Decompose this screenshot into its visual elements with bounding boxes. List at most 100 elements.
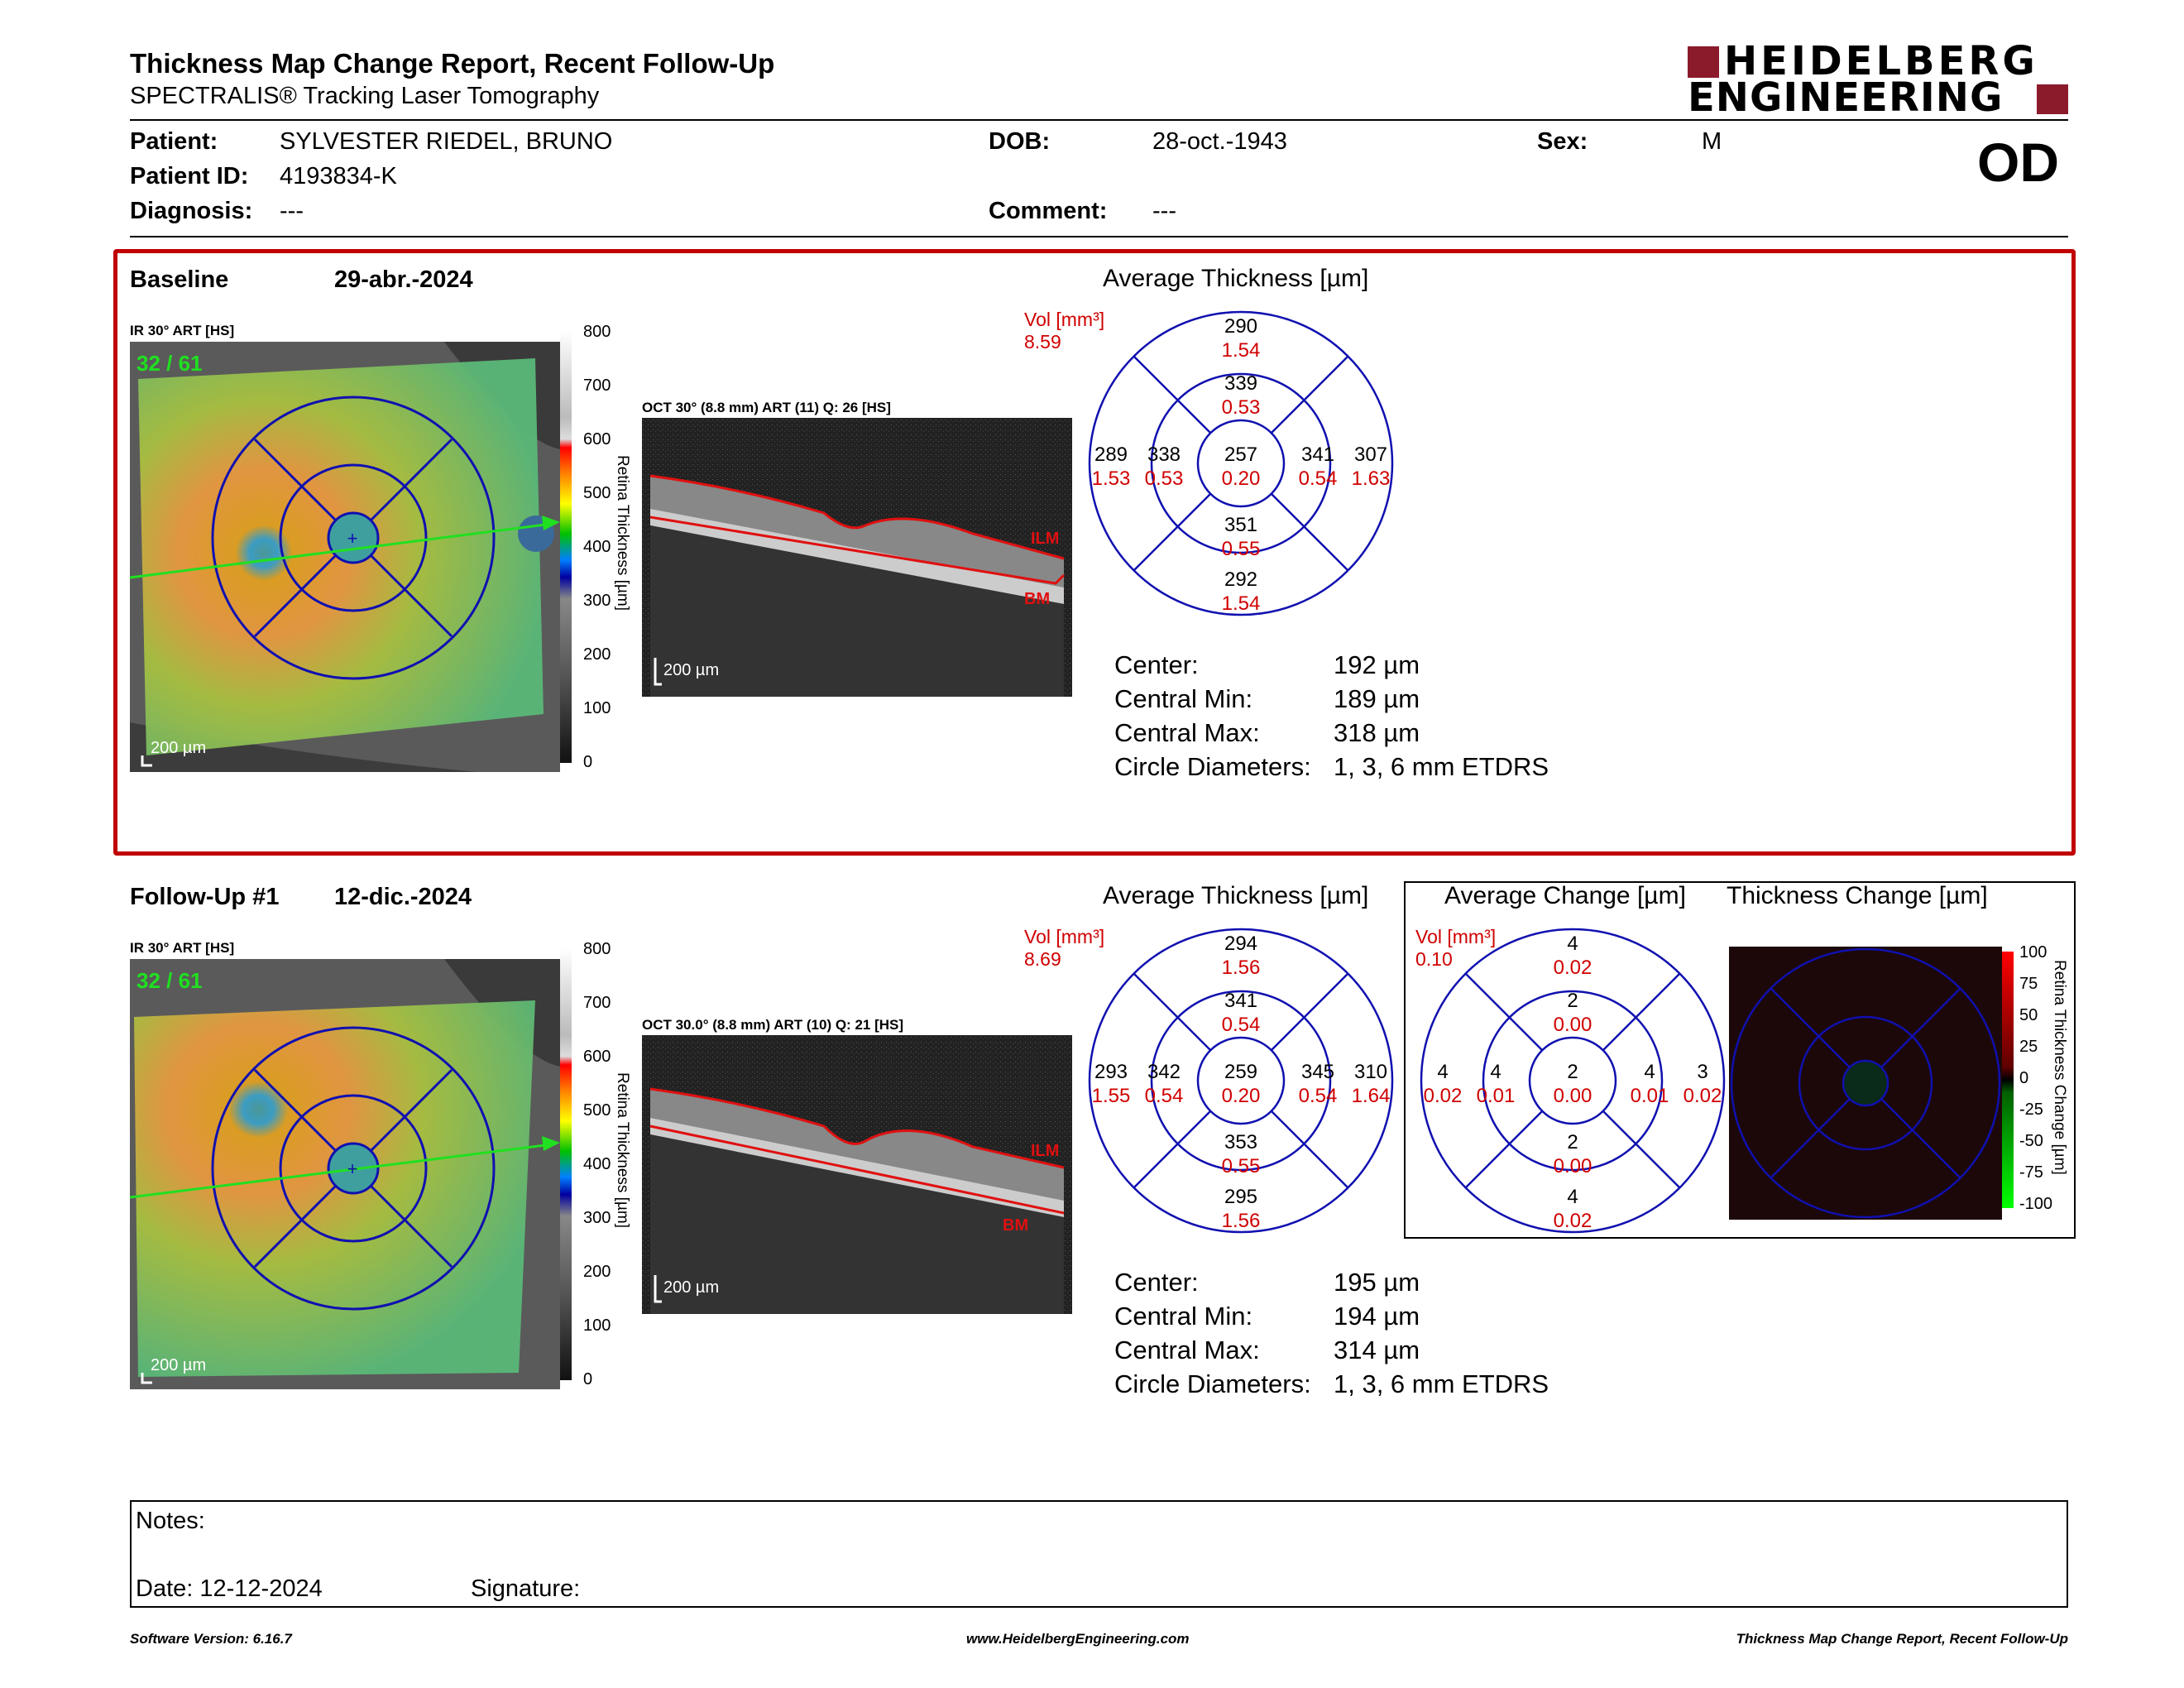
etdrs-volume-value: 0.54 <box>1221 1014 1261 1036</box>
etdrs-thickness-value: 2 <box>1567 1061 1578 1083</box>
eye-label: OD <box>1977 132 2059 193</box>
notes-box <box>130 1500 2068 1608</box>
ilm-label: ILM <box>1031 1142 1059 1160</box>
map-scale-label: 200 µm <box>151 739 206 757</box>
patient-rule <box>130 236 2068 237</box>
svg-text:+: + <box>347 528 358 549</box>
etdrs-cell-center: 2 0.00 <box>1540 1060 1606 1108</box>
etdrs-thickness-value: 341 <box>1224 990 1258 1012</box>
comment-value: --- <box>1152 198 1176 224</box>
etdrs-volume-value: 1.55 <box>1091 1085 1131 1107</box>
baseline-ir-label: IR 30° ART [HS] <box>130 323 235 338</box>
colorbar-tick: 700 <box>583 376 611 395</box>
vol-total: 8.69 <box>1024 948 1061 970</box>
colorbar-tick: 800 <box>583 940 611 958</box>
signature-label: Signature: <box>471 1575 581 1602</box>
logo-square-icon <box>1688 46 1719 78</box>
etdrs-thickness-value: 4 <box>1567 1186 1578 1208</box>
stat-center-value: 192 µm <box>1334 650 1420 679</box>
etdrs-cell-inner-nas: 341 0.54 <box>1285 443 1351 491</box>
avg-change-title: Average Change [µm] <box>1444 882 1686 909</box>
etdrs-cell-outer-sup: 294 1.56 <box>1208 932 1274 980</box>
colorbar-tick: 100 <box>583 699 611 717</box>
followup-colorbar: 800 700 600 500 400 300 200 100 0 Retina… <box>560 940 643 1388</box>
colorbar-tick: 700 <box>583 994 611 1012</box>
colorbar-tick: 600 <box>583 1048 611 1066</box>
etdrs-cell-outer-inf: 295 1.56 <box>1208 1185 1274 1233</box>
etdrs-volume-value: 1.53 <box>1091 468 1131 490</box>
footer-website[interactable]: www.HeidelbergEngineering.com <box>966 1631 1190 1647</box>
ilm-label: ILM <box>1031 530 1059 548</box>
etdrs-cell-outer-inf: 292 1.54 <box>1208 568 1274 616</box>
stat-center-label: Center: <box>1114 1268 1199 1297</box>
followup-stats: Center: Central Min: Central Max: Circle… <box>1114 1265 1311 1401</box>
etdrs-cell-inner-sup: 341 0.54 <box>1208 989 1274 1037</box>
patient-id-label: Patient ID: <box>130 163 249 189</box>
thickness-change-title: Thickness Change [µm] <box>1727 882 1988 909</box>
etdrs-thickness-value: 4 <box>1437 1061 1449 1083</box>
etdrs-cell-outer-nas: 310 1.64 <box>1338 1060 1404 1108</box>
colorbar-tick: 0 <box>2019 1069 2029 1087</box>
logo-line2: ENGINEERING <box>1688 74 2004 121</box>
etdrs-volume-value: 1.54 <box>1221 592 1261 615</box>
notes-date: Date: 12-12-2024 <box>136 1575 323 1602</box>
colorbar-label: Retina Thickness Change [µm] <box>2051 960 2068 1175</box>
baseline-oct-bscan: ILM BM 200 µm <box>642 418 1072 697</box>
notes-label: Notes: <box>136 1508 205 1534</box>
followup-oct-label: OCT 30.0° (8.8 mm) ART (10) Q: 21 [HS] <box>642 1017 904 1033</box>
colorbar-tick: 0 <box>583 753 593 771</box>
etdrs-thickness-value: 310 <box>1353 1061 1388 1083</box>
stat-diam-value: 1, 3, 6 mm ETDRS <box>1334 752 1549 781</box>
etdrs-thickness-value: 339 <box>1224 372 1258 395</box>
etdrs-volume-value: 0.54 <box>1144 1085 1184 1107</box>
baseline-etdrs-grid: Vol [mm³] 8.59 290 1.54 339 0.53 289 1.53 338 0… <box>1024 306 1398 621</box>
diagnosis-value: --- <box>280 198 304 224</box>
etdrs-thickness-value: 290 <box>1224 315 1258 338</box>
sex-value: M <box>1702 128 1722 155</box>
etdrs-cell-inner-inf: 2 0.00 <box>1540 1130 1606 1178</box>
etdrs-thickness-value: 295 <box>1224 1186 1258 1208</box>
followup-etdrs-grid: Vol [mm³] 8.69 294 1.56 341 0.54 293 1.55 342 0… <box>1024 923 1398 1238</box>
colorbar-tick: 200 <box>583 1263 611 1281</box>
etdrs-volume-value: 0.02 <box>1553 1210 1592 1232</box>
etdrs-cell-center: 259 0.20 <box>1208 1060 1274 1108</box>
etdrs-volume-value: 0.53 <box>1221 396 1261 419</box>
etdrs-cell-inner-sup: 2 0.00 <box>1540 989 1606 1037</box>
report-subtitle: SPECTRALIS® Tracking Laser Tomography <box>130 83 600 109</box>
etdrs-cell-outer-nas: 3 0.02 <box>1669 1060 1736 1108</box>
etdrs-thickness-value: 353 <box>1224 1131 1258 1153</box>
colorbar-tick: 0 <box>583 1370 593 1388</box>
change-colorbar: 100 75 50 25 0 -25 -50 -75 -100 Retina T… <box>2002 943 2068 1216</box>
etdrs-volume-value: 1.56 <box>1221 1210 1261 1232</box>
svg-text:+: + <box>347 1158 358 1179</box>
frames-counter: 32 / 61 <box>136 968 203 993</box>
etdrs-thickness-value: 3 <box>1697 1061 1708 1083</box>
change-panel <box>1404 881 2076 1239</box>
colorbar-label: Retina Thickness [µm] <box>614 1072 631 1228</box>
stat-diam-value: 1, 3, 6 mm ETDRS <box>1334 1369 1549 1398</box>
etdrs-cell-outer-inf: 4 0.02 <box>1540 1185 1606 1233</box>
baseline-stats: Center: Central Min: Central Max: Circle… <box>1114 648 1311 784</box>
change-etdrs-grid: Vol [mm³] 0.10 4 0.02 2 0.00 4 0.02 4 0.01 2 0.00… <box>1415 923 1730 1238</box>
colorbar-tick: -25 <box>2019 1101 2043 1119</box>
diagnosis-label: Diagnosis: <box>130 198 253 224</box>
etdrs-cell-outer-sup: 4 0.02 <box>1540 932 1606 980</box>
etdrs-volume-value: 0.20 <box>1221 1085 1261 1107</box>
vol-label: Vol [mm³] <box>1415 926 1497 947</box>
stat-min-label: Central Min: <box>1114 1302 1253 1331</box>
etdrs-cell-inner-tmp: 4 0.01 <box>1463 1060 1529 1108</box>
followup-avg-title: Average Thickness [µm] <box>1103 882 1369 909</box>
etdrs-volume-value: 0.53 <box>1144 468 1184 490</box>
colorbar-tick: 200 <box>583 645 611 664</box>
baseline-stats-values: 192 µm 189 µm 318 µm 1, 3, 6 mm ETDRS <box>1334 648 1549 784</box>
stat-min-value: 189 µm <box>1334 684 1420 713</box>
colorbar-tick: 400 <box>583 1155 611 1173</box>
header-rule <box>130 119 2068 121</box>
bm-label: BM <box>1024 590 1050 608</box>
colorbar-tick: -50 <box>2019 1132 2043 1150</box>
etdrs-thickness-value: 294 <box>1224 933 1258 955</box>
etdrs-thickness-value: 338 <box>1147 444 1181 466</box>
patient-label: Patient: <box>130 128 218 155</box>
colorbar-tick: 500 <box>583 484 611 502</box>
etdrs-volume-value: 0.54 <box>1298 468 1338 490</box>
